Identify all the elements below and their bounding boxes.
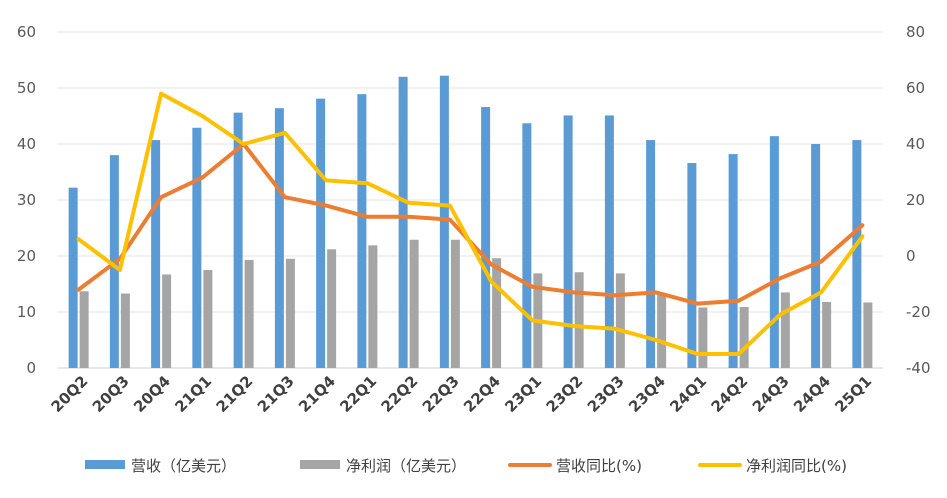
net-profit-bar (657, 292, 667, 368)
left-axis-tick-label: 40 (17, 135, 36, 153)
net-profit-bar (574, 272, 584, 368)
x-axis-tick-label: 24Q1 (666, 372, 710, 416)
x-axis-tick-label: 21Q3 (254, 372, 298, 416)
legend-item: 营收同比(%) (508, 457, 642, 475)
x-axis-tick-label: 21Q2 (213, 372, 257, 416)
left-axis-tick-label: 30 (17, 191, 36, 209)
legend-item: 营收（亿美元） (85, 457, 236, 475)
left-axis-tick-label: 0 (26, 359, 36, 377)
right-axis-ticks: -40 -20 0 20 40 60 80 (906, 23, 931, 377)
legend-label: 营收（亿美元） (131, 457, 236, 475)
legend-label: 净利润同比(%) (746, 457, 847, 475)
right-axis-tick-label: -40 (906, 359, 931, 377)
net-profit-bar (327, 249, 337, 368)
x-axis-tick-label: 20Q4 (130, 372, 174, 416)
right-axis-tick-label: 40 (906, 135, 925, 153)
revenue-bar (481, 107, 491, 368)
net-profit-bar (368, 245, 378, 368)
net-profit-bar (120, 293, 130, 368)
lines (76, 91, 865, 356)
net-profit-bar (698, 307, 708, 368)
net-profit-bar (79, 291, 89, 368)
revenue-bar (398, 76, 408, 369)
x-axis-ticks: 20Q220Q320Q421Q121Q221Q321Q422Q122Q222Q3… (48, 372, 876, 416)
net-profit-bar (863, 302, 873, 368)
legend-item: 净利润同比(%) (698, 457, 847, 475)
net-profit-bar (203, 270, 213, 368)
revenue-bar (769, 136, 779, 368)
gridlines (58, 31, 883, 369)
revenue-bar (439, 75, 449, 369)
revenue-bar (687, 163, 697, 368)
x-axis-tick-label: 20Q2 (48, 372, 92, 416)
revenue-bar (563, 115, 573, 368)
right-axis-tick-label: 60 (906, 79, 925, 97)
left-axis-tick-label: 20 (17, 247, 36, 265)
x-axis-tick-label: 24Q4 (790, 372, 834, 416)
x-axis-tick-label: 23Q3 (584, 372, 628, 416)
revenue-bar (192, 127, 202, 368)
x-axis-tick-label: 20Q3 (89, 372, 133, 416)
left-axis-tick-label: 10 (17, 303, 36, 321)
x-axis-tick-label: 25Q1 (831, 372, 875, 416)
net-profit-bar (822, 301, 832, 368)
right-axis-tick-label: 80 (906, 23, 925, 41)
left-axis-tick-label: 50 (17, 79, 36, 97)
net-profit-bar (162, 274, 172, 368)
legend-label: 营收同比(%) (556, 457, 642, 475)
revenue-bar (728, 154, 738, 368)
revenue-bar (604, 115, 614, 368)
revenue-bar (151, 140, 161, 368)
bars (68, 75, 873, 369)
x-axis-tick-label: 24Q2 (708, 372, 752, 416)
revenue-bar (646, 140, 656, 368)
revenue-bar (233, 112, 243, 368)
right-axis-tick-label: 0 (906, 247, 916, 265)
net-profit-bar (244, 259, 254, 368)
right-axis-tick-label: 20 (906, 191, 925, 209)
net-profit-bar (409, 239, 419, 368)
x-axis-tick-label: 22Q4 (460, 372, 504, 416)
x-axis-tick-label: 22Q1 (336, 372, 380, 416)
net-profit-bar (450, 239, 460, 368)
revenue-bar (522, 123, 532, 368)
x-axis-tick-label: 23Q4 (625, 372, 669, 416)
left-axis-tick-label: 60 (17, 23, 36, 41)
x-axis-tick-label: 21Q4 (295, 372, 339, 416)
right-axis-tick-label: -20 (906, 303, 931, 321)
revenue-bar (274, 108, 284, 368)
x-axis-tick-label: 24Q3 (749, 372, 793, 416)
revenue-bar (852, 140, 862, 368)
net-profit-yoy-line (76, 91, 865, 356)
legend: 营收（亿美元） 净利润（亿美元） 营收同比(%) 净利润同比(%) (85, 457, 847, 475)
legend-item: 净利润（亿美元） (300, 457, 466, 475)
net-profit-bar (492, 258, 502, 368)
left-axis-ticks: 0 10 20 30 40 50 60 (17, 23, 36, 377)
revenue-bar (68, 187, 78, 368)
x-axis-tick-label: 22Q2 (378, 372, 422, 416)
net-profit-bar (615, 273, 625, 368)
x-axis-tick-label: 23Q2 (543, 372, 587, 416)
x-axis-tick-label: 23Q1 (501, 372, 545, 416)
revenue-bar (811, 144, 821, 368)
legend-swatch (85, 460, 125, 469)
revenue-bar (316, 98, 326, 368)
legend-label: 净利润（亿美元） (346, 457, 466, 475)
net-profit-bar (285, 258, 295, 368)
legend-swatch (300, 460, 340, 469)
x-axis-tick-label: 21Q1 (171, 372, 215, 416)
net-profit-bar (780, 292, 790, 368)
revenue-bar (357, 94, 367, 368)
net-profit-bar (739, 306, 749, 368)
x-axis-tick-label: 22Q3 (419, 372, 463, 416)
